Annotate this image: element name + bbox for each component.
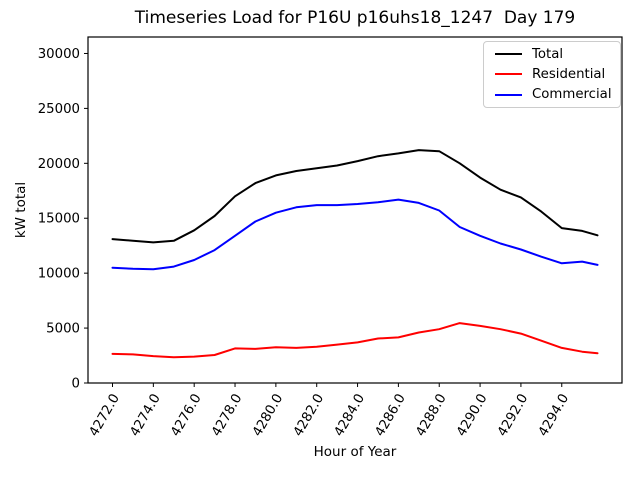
x-axis-label: Hour of Year [313, 444, 397, 460]
legend-item-commercial: Commercial [484, 85, 620, 105]
residential-line-sample-icon [495, 73, 522, 76]
legend-item-residential: Residential [484, 64, 620, 84]
x-tick-label: 4274.0 [128, 392, 164, 440]
y-tick-label: 15000 [38, 212, 80, 227]
y-tick-label: 20000 [38, 157, 80, 172]
x-tick-label: 4276.0 [168, 392, 204, 440]
series-line-commercial [111, 198, 599, 271]
x-tick-label: 4290.0 [454, 392, 490, 440]
y-tick-label: 0 [72, 377, 80, 392]
y-axis-label: kW total [13, 181, 29, 239]
y-tick-label: 10000 [38, 267, 80, 282]
x-tick-label: 4278.0 [209, 392, 245, 440]
x-tick-label: 4272.0 [87, 392, 123, 440]
y-tick-label: 30000 [38, 47, 80, 62]
legend-label-commercial: Commercial [532, 87, 612, 103]
x-tick-label: 4280.0 [250, 392, 286, 440]
x-tick-label: 4294.0 [536, 392, 572, 440]
x-tick-label: 4286.0 [373, 392, 409, 440]
legend-label-residential: Residential [532, 66, 606, 82]
series-line-residential [111, 322, 599, 359]
chart-title: Timeseries Load for P16U p16uhs18_1247 D… [134, 8, 576, 28]
x-tick-label: 4292.0 [495, 392, 531, 440]
legend: Total Residential Commercial [483, 41, 621, 108]
total-line-sample-icon [495, 53, 522, 56]
commercial-line-sample-icon [495, 93, 522, 96]
legend-item-total: Total [484, 44, 620, 64]
series-line-total [111, 149, 599, 244]
axes-frame [87, 36, 623, 384]
legend-label-total: Total [532, 46, 564, 62]
y-tick-label: 25000 [38, 102, 80, 117]
y-tick-label: 5000 [46, 322, 80, 337]
x-tick-label: 4284.0 [332, 392, 368, 440]
x-tick-label: 4288.0 [413, 392, 449, 440]
x-tick-label: 4282.0 [291, 392, 327, 440]
